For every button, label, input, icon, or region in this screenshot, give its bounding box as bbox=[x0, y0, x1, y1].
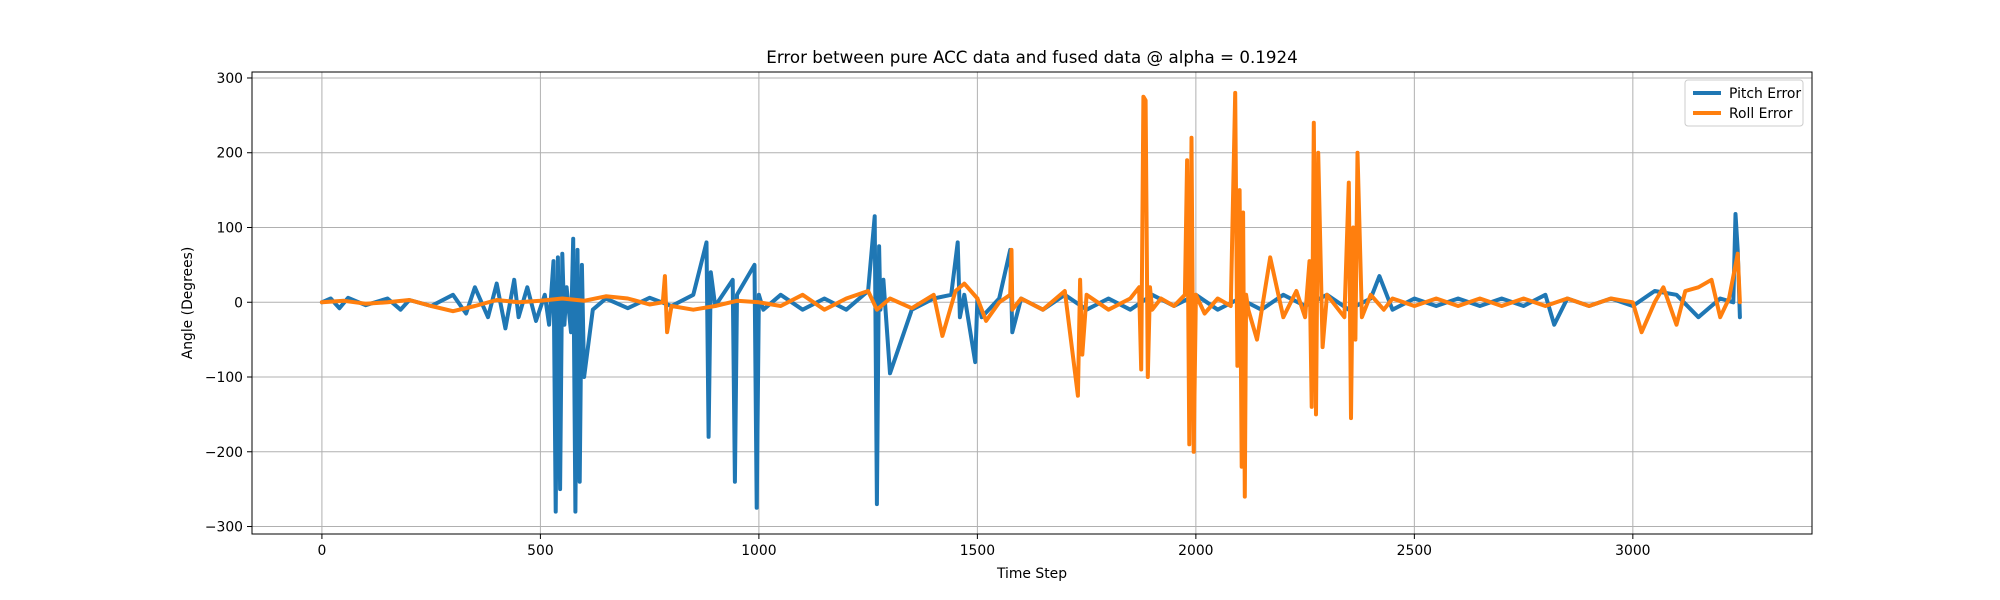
x-axis-label: Time Step bbox=[996, 566, 1067, 582]
legend-label-1: Pitch Error bbox=[1729, 86, 1801, 102]
axis-ticks: 0 500 1000 1500 2000 2500 3000 −300 −200 −100 0 100… bbox=[205, 71, 1651, 559]
chart-title: Error between pure ACC data and fused da… bbox=[766, 47, 1297, 67]
x-tick-label: 1000 bbox=[741, 543, 776, 559]
y-tick-label: 200 bbox=[216, 146, 243, 162]
y-tick-label: 300 bbox=[216, 71, 243, 87]
x-tick-label: 2500 bbox=[1397, 543, 1432, 559]
x-tick-label: 3000 bbox=[1615, 543, 1650, 559]
y-axis-label: Angle (Degrees) bbox=[180, 247, 196, 360]
series-layer bbox=[319, 90, 1742, 514]
y-tick-label: 0 bbox=[234, 295, 243, 311]
x-tick-label: 2000 bbox=[1178, 543, 1213, 559]
y-tick-label: −100 bbox=[205, 370, 243, 386]
y-tick-label: −300 bbox=[205, 520, 243, 536]
legend-label-2: Roll Error bbox=[1729, 106, 1793, 122]
x-tick-label: 0 bbox=[317, 543, 326, 559]
x-tick-label: 1500 bbox=[960, 543, 995, 559]
y-tick-label: 100 bbox=[216, 220, 243, 236]
legend: Pitch Error Roll Error bbox=[1684, 79, 1804, 127]
y-tick-label: −200 bbox=[205, 445, 243, 461]
series-line-2 bbox=[319, 90, 1742, 499]
plot-frame bbox=[251, 71, 1813, 535]
x-tick-label: 500 bbox=[527, 543, 554, 559]
